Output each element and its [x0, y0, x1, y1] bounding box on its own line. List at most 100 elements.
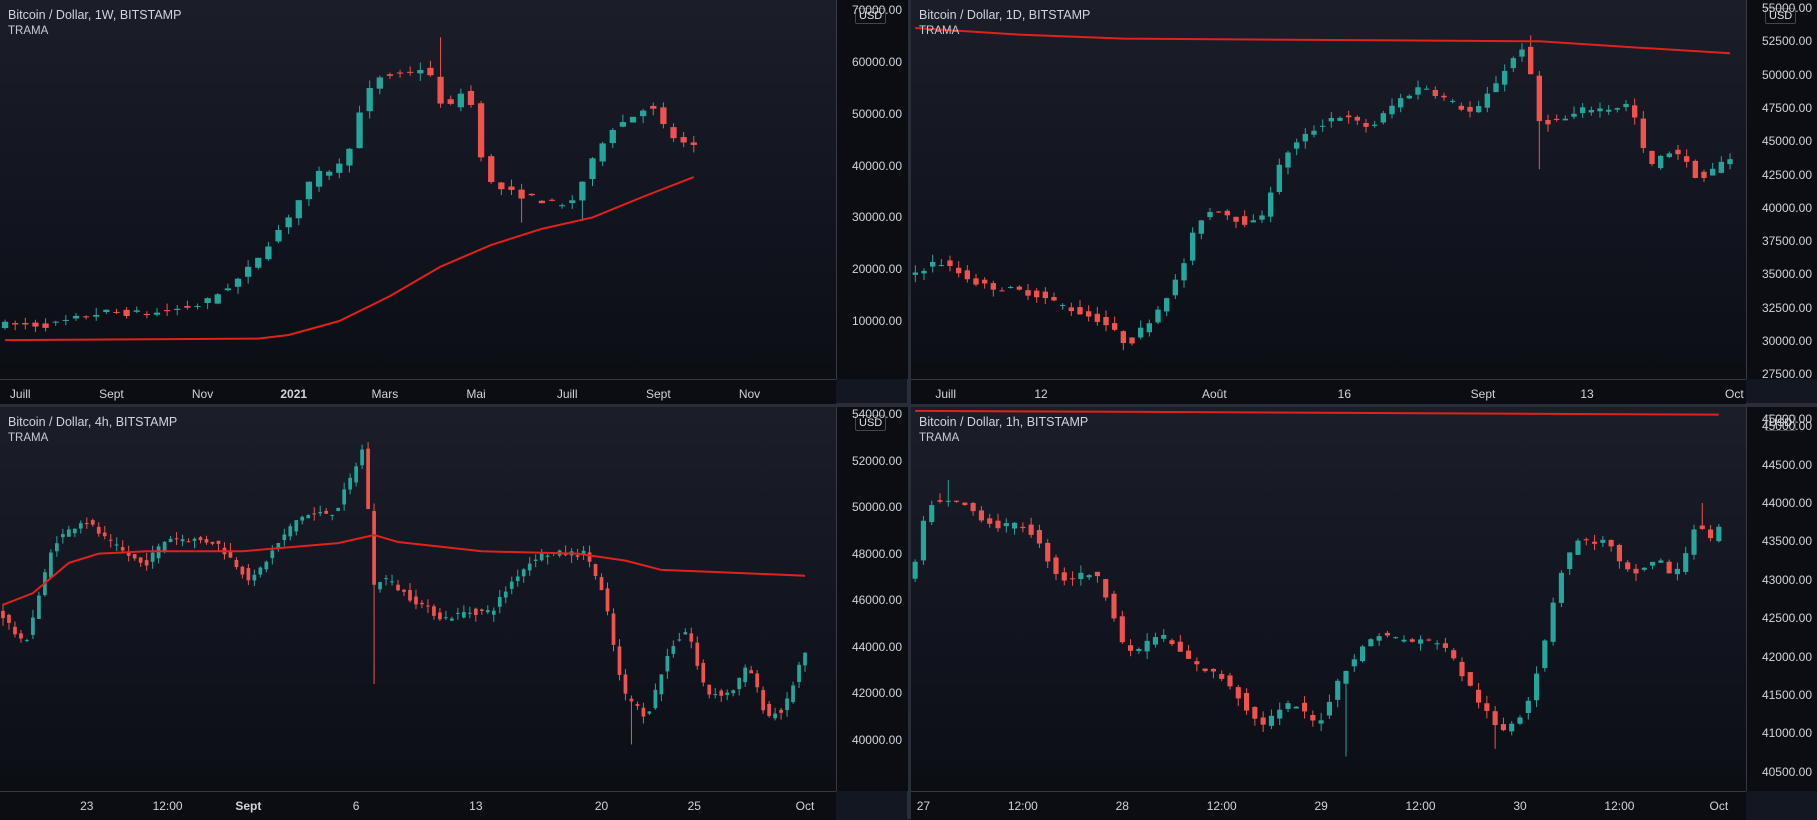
time-tick-label: Juill [935, 387, 956, 401]
candle [282, 528, 287, 547]
price-tick-label: 40500.00 [1761, 764, 1812, 779]
candle [96, 522, 101, 537]
price-plot-4h[interactable] [0, 407, 836, 791]
candle [1467, 101, 1473, 118]
candle [1550, 597, 1556, 646]
candle [62, 315, 69, 326]
currency-button[interactable]: USD [1765, 415, 1797, 431]
candle [1631, 98, 1638, 125]
indicator-label[interactable]: TRAMA [919, 432, 960, 444]
time-tick-label: 30 [1513, 799, 1527, 813]
candle [288, 523, 293, 541]
time-axis-1h[interactable]: 27 12:00 28 12:00 29 12:00 30 12:00 Oct [911, 791, 1746, 820]
candle [1459, 657, 1465, 682]
price-axis-1d[interactable]: USD 55000.00 52500.00 50000.00 47500.00 4500… [1746, 0, 1817, 381]
candle [479, 608, 484, 615]
candle [912, 265, 919, 283]
indicator-label[interactable]: TRAMA [919, 25, 960, 37]
candle [1614, 107, 1621, 113]
candle [396, 69, 404, 78]
candle [629, 695, 634, 745]
candle [384, 575, 388, 586]
time-axis-4h[interactable]: 23 12:00 Sept 6 13 20 25 Oct [0, 791, 836, 820]
price-plot-1d[interactable] [911, 0, 1746, 379]
price-tick-label: 47500.00 [1761, 100, 1812, 115]
currency-button[interactable]: USD [855, 415, 887, 431]
chart-pane-1h[interactable]: Bitcoin / Dollar, 1h, BITSTAMP TRAMA [911, 407, 1746, 791]
candle [929, 500, 935, 525]
price-axis-1h[interactable]: USD 45000.00 45000.00 44500.00 44000.00 4350… [1746, 407, 1817, 791]
candle [1553, 114, 1560, 122]
candle [677, 632, 682, 642]
chart-pane-4h[interactable]: Bitcoin / Dollar, 4h, BITSTAMP TRAMA [0, 407, 836, 791]
time-tick-label: Nov [738, 387, 761, 401]
candle [342, 482, 347, 511]
candle [114, 537, 119, 552]
candle [1318, 712, 1324, 732]
chart-pane-1w[interactable]: Bitcoin / Dollar, 1W, BITSTAMP TRAMA [0, 0, 836, 379]
candle [1189, 227, 1196, 266]
candle [1666, 151, 1673, 159]
candle [156, 543, 161, 564]
candle [1426, 638, 1432, 642]
candle [1137, 320, 1144, 340]
candle [1484, 695, 1490, 719]
time-axis-1w[interactable]: Juill Sept Nov 2021 Mars Mai Juill Sept Nov [0, 379, 836, 404]
candle [1536, 71, 1543, 170]
pane-title[interactable]: Bitcoin / Dollar, 1D, BITSTAMP [919, 8, 1091, 22]
time-axis-1d[interactable]: Juill 12 Août 16 Sept 13 Oct [911, 379, 1746, 404]
time-tick-label: 12:00 [1604, 799, 1635, 813]
candle [372, 503, 376, 684]
candle [1277, 702, 1283, 726]
candle [13, 621, 17, 638]
candle [629, 116, 637, 123]
price-axis-1w[interactable]: USD 70000.00 60000.00 50000.00 40000.00 3000… [836, 0, 908, 379]
indicator-label[interactable]: TRAMA [8, 25, 49, 37]
candle [132, 553, 137, 561]
candle [587, 545, 592, 568]
horizontal-divider[interactable] [0, 403, 1817, 407]
candle [234, 557, 239, 570]
candle [1120, 330, 1127, 351]
candle [153, 308, 161, 317]
candle [1658, 558, 1664, 564]
chart-pane-1d[interactable]: Bitcoin / Dollar, 1D, BITSTAMP TRAMA [911, 0, 1746, 379]
candle [214, 293, 221, 305]
candle [432, 604, 436, 620]
candle [1493, 75, 1499, 93]
candle [1319, 119, 1326, 132]
candle [1244, 688, 1250, 715]
candle [1276, 158, 1283, 195]
time-tick-label: Juill [556, 387, 578, 401]
indicator-label[interactable]: TRAMA [8, 432, 49, 444]
candle [912, 559, 918, 582]
price-axis-4h[interactable]: USD 54000.00 52000.00 50000.00 48000.00 4600… [836, 407, 908, 791]
price-tick-label: 40000.00 [851, 158, 902, 173]
candle [60, 528, 65, 544]
vertical-divider[interactable] [907, 0, 911, 819]
currency-button[interactable]: USD [1765, 8, 1797, 24]
candle [1241, 210, 1248, 228]
price-tick-label: 48000.00 [851, 546, 902, 561]
pane-title[interactable]: Bitcoin / Dollar, 1W, BITSTAMP [8, 8, 182, 22]
candle [1061, 567, 1067, 586]
candle [569, 195, 576, 209]
candle [184, 300, 191, 310]
currency-button[interactable]: USD [855, 8, 887, 24]
time-tick-label: 27 [916, 799, 931, 813]
candle [1449, 98, 1456, 104]
candle [265, 241, 272, 261]
price-plot-1w[interactable] [0, 0, 836, 379]
price-tick-label: 40000.00 [1761, 200, 1812, 215]
pane-title[interactable]: Bitcoin / Dollar, 1h, BITSTAMP [919, 415, 1089, 429]
candle [995, 513, 1001, 532]
time-tick-label: Nov [191, 387, 214, 401]
time-tick-label: 13 [469, 799, 483, 813]
candle [55, 536, 59, 557]
candle [1510, 56, 1517, 73]
candle [528, 193, 535, 197]
candle [108, 534, 113, 548]
candle [725, 689, 730, 701]
price-plot-1h[interactable] [911, 407, 1746, 791]
pane-title[interactable]: Bitcoin / Dollar, 4h, BITSTAMP [8, 415, 178, 429]
